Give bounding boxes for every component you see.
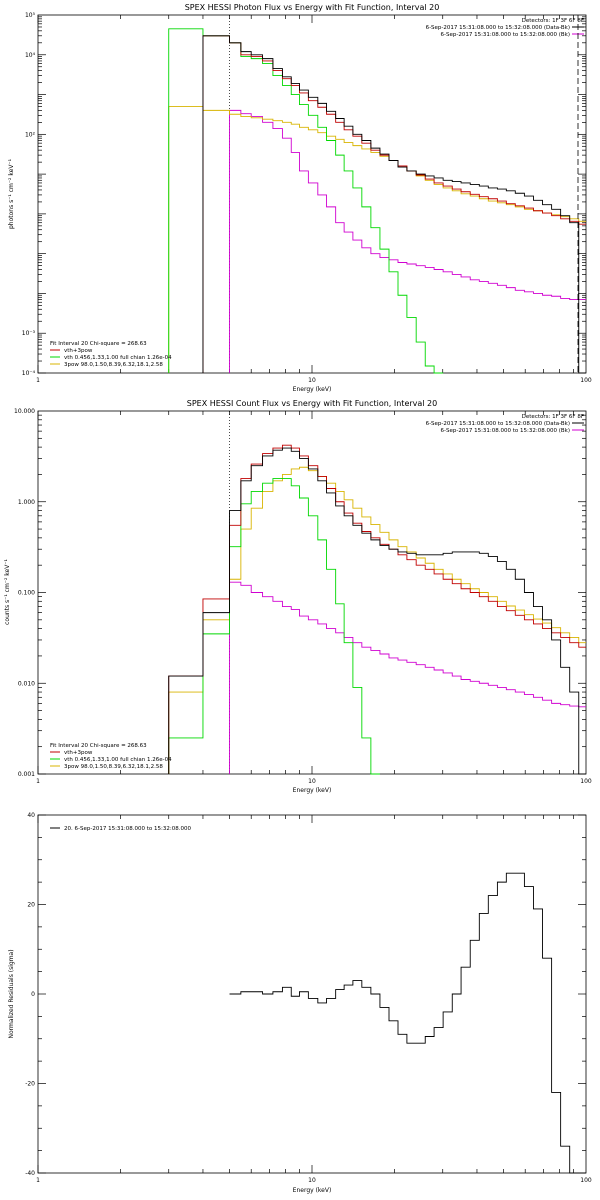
panel-1-legend-vth3pow: vth+3pow	[64, 348, 93, 354]
panel-2-ytick-label: 0.001	[18, 771, 35, 778]
panel-3-ytick-label: 40	[27, 812, 35, 819]
panel-2-detectors: Detectors: 1F 3F 6F 8F	[522, 414, 584, 420]
panel-1-ytick-label: 10⁴	[25, 52, 36, 59]
panel-2-series-three-pow	[168, 466, 586, 774]
panel-1-bk-interval: 6-Sep-2017 15:31:08.000 to 15:32:08.000 …	[441, 32, 571, 38]
panel-1-legend-3pow: 3pow 98.0,1.50,8.39,6.32,18.1,2.58	[64, 362, 163, 368]
panel-2-bk-interval: 6-Sep-2017 15:31:08.000 to 15:32:08.000 …	[441, 428, 571, 434]
panel-1-ytick-label: 10²	[25, 131, 36, 138]
panel-1-ytick-label: 10⁻⁴	[22, 370, 36, 377]
photon-flux-panel: SPEX HESSI Photon Flux vs Energy with Fi…	[8, 3, 592, 393]
panel-1-series-vth-3pow	[202, 35, 586, 373]
panel-2-xlabel: Energy (keV)	[293, 787, 332, 794]
panel-1-frame	[37, 14, 587, 374]
panel-1-series-data	[202, 35, 586, 374]
panel-3-ytick-label: -20	[25, 1081, 35, 1088]
panel-3-xtick-label: 1	[36, 1177, 40, 1184]
panel-2-series-vth	[168, 478, 380, 775]
panel-1-xtick-label: 1	[36, 377, 40, 384]
panel-3-ylabel: Normalized Residuals (sigma)	[8, 949, 15, 1038]
panel-1-ytick-label: 10⁵	[25, 12, 36, 19]
panel-2-series-background	[229, 581, 586, 774]
panel-1-title: SPEX HESSI Photon Flux vs Energy with Fi…	[185, 3, 440, 12]
panel-2-ytick-label: 1.000	[18, 499, 35, 506]
panel-2-title: SPEX HESSI Count Flux vs Energy with Fit…	[187, 399, 438, 408]
panel-3-xtick-label: 10	[308, 1177, 316, 1184]
panel-3-ytick-label: 0	[31, 991, 35, 998]
panel-3-xtick-label: 100	[580, 1177, 592, 1184]
panel-2-plot: 1 10 100 0.001 0.010 0.100 1.000 10.000	[14, 408, 592, 785]
panel-2-header: Detectors: 1F 3F 6F 8F 6-Sep-2017 15:31:…	[426, 414, 584, 434]
panel-1-legend-fit: Fit Interval 20 Chi-square = 268.63	[50, 341, 147, 347]
panel-2-series-vth-3pow	[168, 444, 586, 774]
panel-2-series-data	[168, 447, 586, 775]
panel-1-data-interval: 6-Sep-2017 15:31:08.000 to 15:32:08.000 …	[426, 25, 570, 31]
panel-1-series-background	[229, 109, 586, 373]
panel-3-legend-label: 20. 6-Sep-2017 15:31:08.000 to 15:32:08.…	[64, 826, 191, 832]
panel-1-ytick-label: 10⁻³	[22, 330, 36, 337]
panel-2-xtick-label: 100	[580, 778, 592, 785]
panel-3-frame	[37, 814, 587, 1174]
panel-3-ytick-label: 20	[27, 902, 35, 909]
panel-1-xlabel: Energy (keV)	[293, 386, 332, 393]
panel-3-legend: 20. 6-Sep-2017 15:31:08.000 to 15:32:08.…	[50, 826, 191, 832]
count-flux-panel: SPEX HESSI Count Flux vs Energy with Fit…	[4, 399, 592, 794]
panel-2-ytick-label: 10.000	[14, 408, 35, 415]
panel-2-ylabel: counts s⁻¹ cm⁻² keV⁻¹	[4, 559, 11, 625]
panel-1-ylabel: photons s⁻¹ cm⁻² keV⁻¹	[8, 158, 15, 229]
panel-3-plot: 1 10 100 -40 -20 0 20 40	[25, 812, 592, 1184]
panel-1-plot: 1 10 100 10⁻⁴ 10⁻³ 10² 10⁴ 10⁵	[22, 12, 592, 384]
panel-1-xtick-label: 10	[308, 377, 316, 384]
panel-1-legend: Fit Interval 20 Chi-square = 268.63 vth+…	[50, 341, 172, 368]
panel-1-detectors: Detectors: 1F 3F 6F 8F	[522, 18, 584, 24]
panel-2-legend: Fit Interval 20 Chi-square = 268.63 vth+…	[50, 743, 172, 770]
panel-2-ytick-label: 0.100	[18, 590, 35, 597]
panel-2-legend-3pow: 3pow 98.0,1.50,8.39,6.32,18.1,2.58	[64, 764, 163, 770]
panel-1-series-vth	[168, 28, 444, 374]
panel-2-ytick-label: 0.010	[18, 680, 35, 687]
panel-2-xtick-label: 1	[36, 778, 40, 785]
panel-1-legend-vth: vth 0.456,1.33,1.00 full chian 1.26e-04	[64, 355, 172, 361]
panel-1-header: Detectors: 1F 3F 6F 8F 6-Sep-2017 15:31:…	[426, 18, 584, 38]
panel-3-xlabel: Energy (keV)	[293, 1187, 332, 1194]
panel-2-data-interval: 6-Sep-2017 15:31:08.000 to 15:32:08.000 …	[426, 421, 570, 427]
panel-3-series-data	[229, 872, 586, 1174]
panel-2-xtick-label: 10	[308, 778, 316, 785]
residuals-panel: 1 10 100 -40 -20 0 20 40 20. 6-Sep-2017 15:31:0…	[8, 812, 592, 1194]
panel-1-series-three-pow	[168, 106, 586, 373]
panel-1-xtick-label: 100	[580, 377, 592, 384]
panel-2-legend-vth3pow: vth+3pow	[64, 750, 93, 756]
panel-2-legend-vth: vth 0.456,1.33,1.00 full chian 1.26e-04	[64, 757, 172, 763]
panel-2-legend-fit: Fit Interval 20 Chi-square = 268.63	[50, 743, 147, 749]
panel-3-ytick-label: -40	[25, 1170, 35, 1177]
